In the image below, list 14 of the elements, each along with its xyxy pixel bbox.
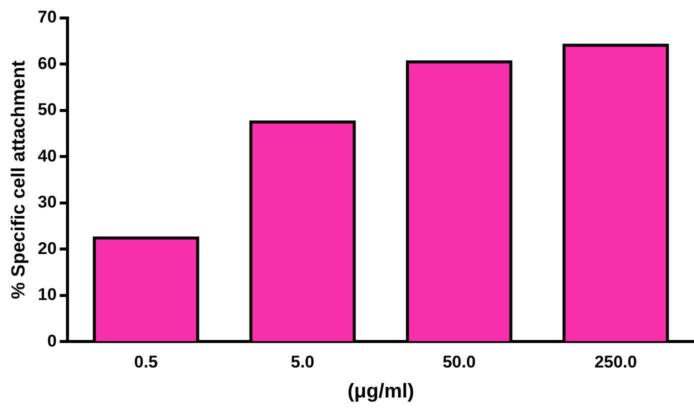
- x-tick-label: 5.0: [290, 352, 314, 372]
- y-tick-label: 0: [47, 331, 57, 350]
- y-tick-label: 40: [38, 146, 57, 166]
- y-axis-title: % Specific cell attachment: [8, 60, 30, 300]
- x-tick-label: 0.5: [134, 352, 158, 372]
- y-tick-label: 50: [38, 100, 57, 120]
- y-tick-label: 30: [38, 192, 57, 212]
- y-tick-label: 20: [38, 238, 57, 258]
- x-axis-title: (μg/ml): [348, 380, 414, 403]
- y-tick-label: 10: [38, 285, 57, 304]
- y-tick-label: 70: [38, 8, 57, 27]
- x-tick-label: 50.0: [442, 352, 476, 372]
- x-tick-label: 250.0: [594, 352, 637, 372]
- y-tick-label: 60: [38, 54, 57, 73]
